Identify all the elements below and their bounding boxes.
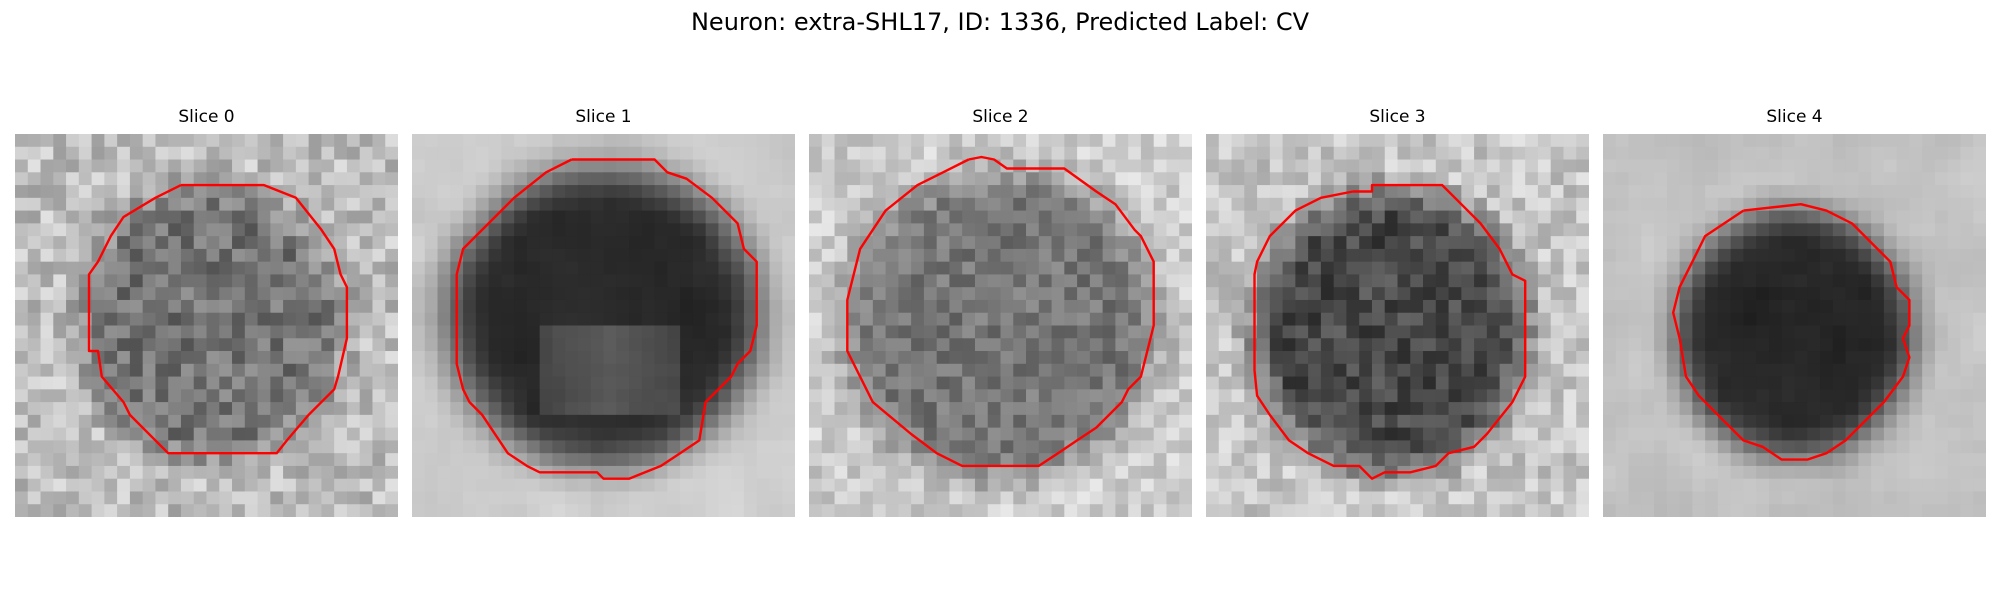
nucleus-contour [1671, 202, 1911, 461]
figure-title: Neuron: extra-SHL17, ID: 1336, Predicted… [690, 8, 1310, 36]
nucleus-contour [846, 155, 1155, 468]
slice-title: Slice 0 [178, 107, 235, 127]
slice-panel-0: Slice 0 [15, 106, 398, 517]
nucleus-contour [1253, 183, 1527, 480]
nucleus-contour [87, 183, 349, 455]
slice-image-3 [1206, 134, 1589, 517]
slice-image-1 [412, 134, 795, 517]
slice-title: Slice 1 [575, 107, 632, 127]
slice-image-0 [15, 134, 398, 517]
nucleus-contour [455, 158, 758, 480]
slice-title: Slice 2 [972, 107, 1029, 127]
slice-panel-2: Slice 2 [809, 106, 1192, 517]
slice-image-2 [809, 134, 1192, 517]
slice-panel-4: Slice 4 [1603, 106, 1986, 517]
slice-title: Slice 3 [1369, 107, 1426, 127]
slice-title: Slice 4 [1766, 107, 1823, 127]
slice-panel-1: Slice 1 [412, 106, 795, 517]
slice-panel-3: Slice 3 [1206, 106, 1589, 517]
slice-image-4 [1603, 134, 1986, 517]
